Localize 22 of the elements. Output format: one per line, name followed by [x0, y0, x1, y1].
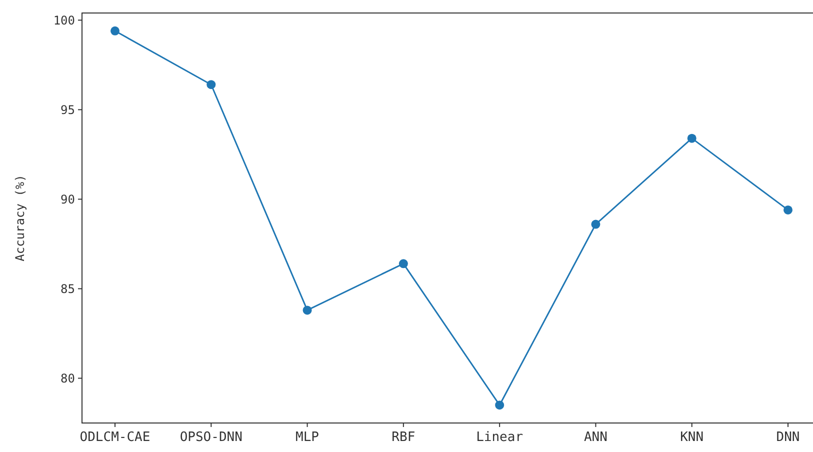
- y-tick-label: 80: [60, 371, 75, 386]
- y-tick-label: 90: [60, 192, 75, 206]
- x-tick-label: ANN: [584, 430, 608, 445]
- point: [398, 259, 408, 268]
- x-tick-label: MLP: [296, 430, 320, 445]
- x-tick-label: OPSO-DNN: [180, 430, 242, 445]
- point: [687, 134, 696, 143]
- x-tick-label: ODLCM-CAE: [80, 430, 150, 445]
- point: [591, 220, 600, 229]
- x-tick-label: RBF: [392, 430, 416, 445]
- point: [110, 26, 120, 36]
- point: [302, 306, 312, 315]
- point: [206, 80, 216, 90]
- x-tick-label: KNN: [680, 430, 704, 445]
- y-axis-title: Accuracy (%): [13, 174, 27, 262]
- point: [784, 205, 792, 214]
- x-tick-label: Linear: [476, 430, 524, 445]
- x-tick-label: DNN: [776, 430, 800, 445]
- y-tick-label: 85: [60, 282, 75, 296]
- point: [495, 400, 504, 410]
- y-tick-label: 95: [60, 102, 75, 117]
- y-tick-label: 100: [53, 13, 75, 28]
